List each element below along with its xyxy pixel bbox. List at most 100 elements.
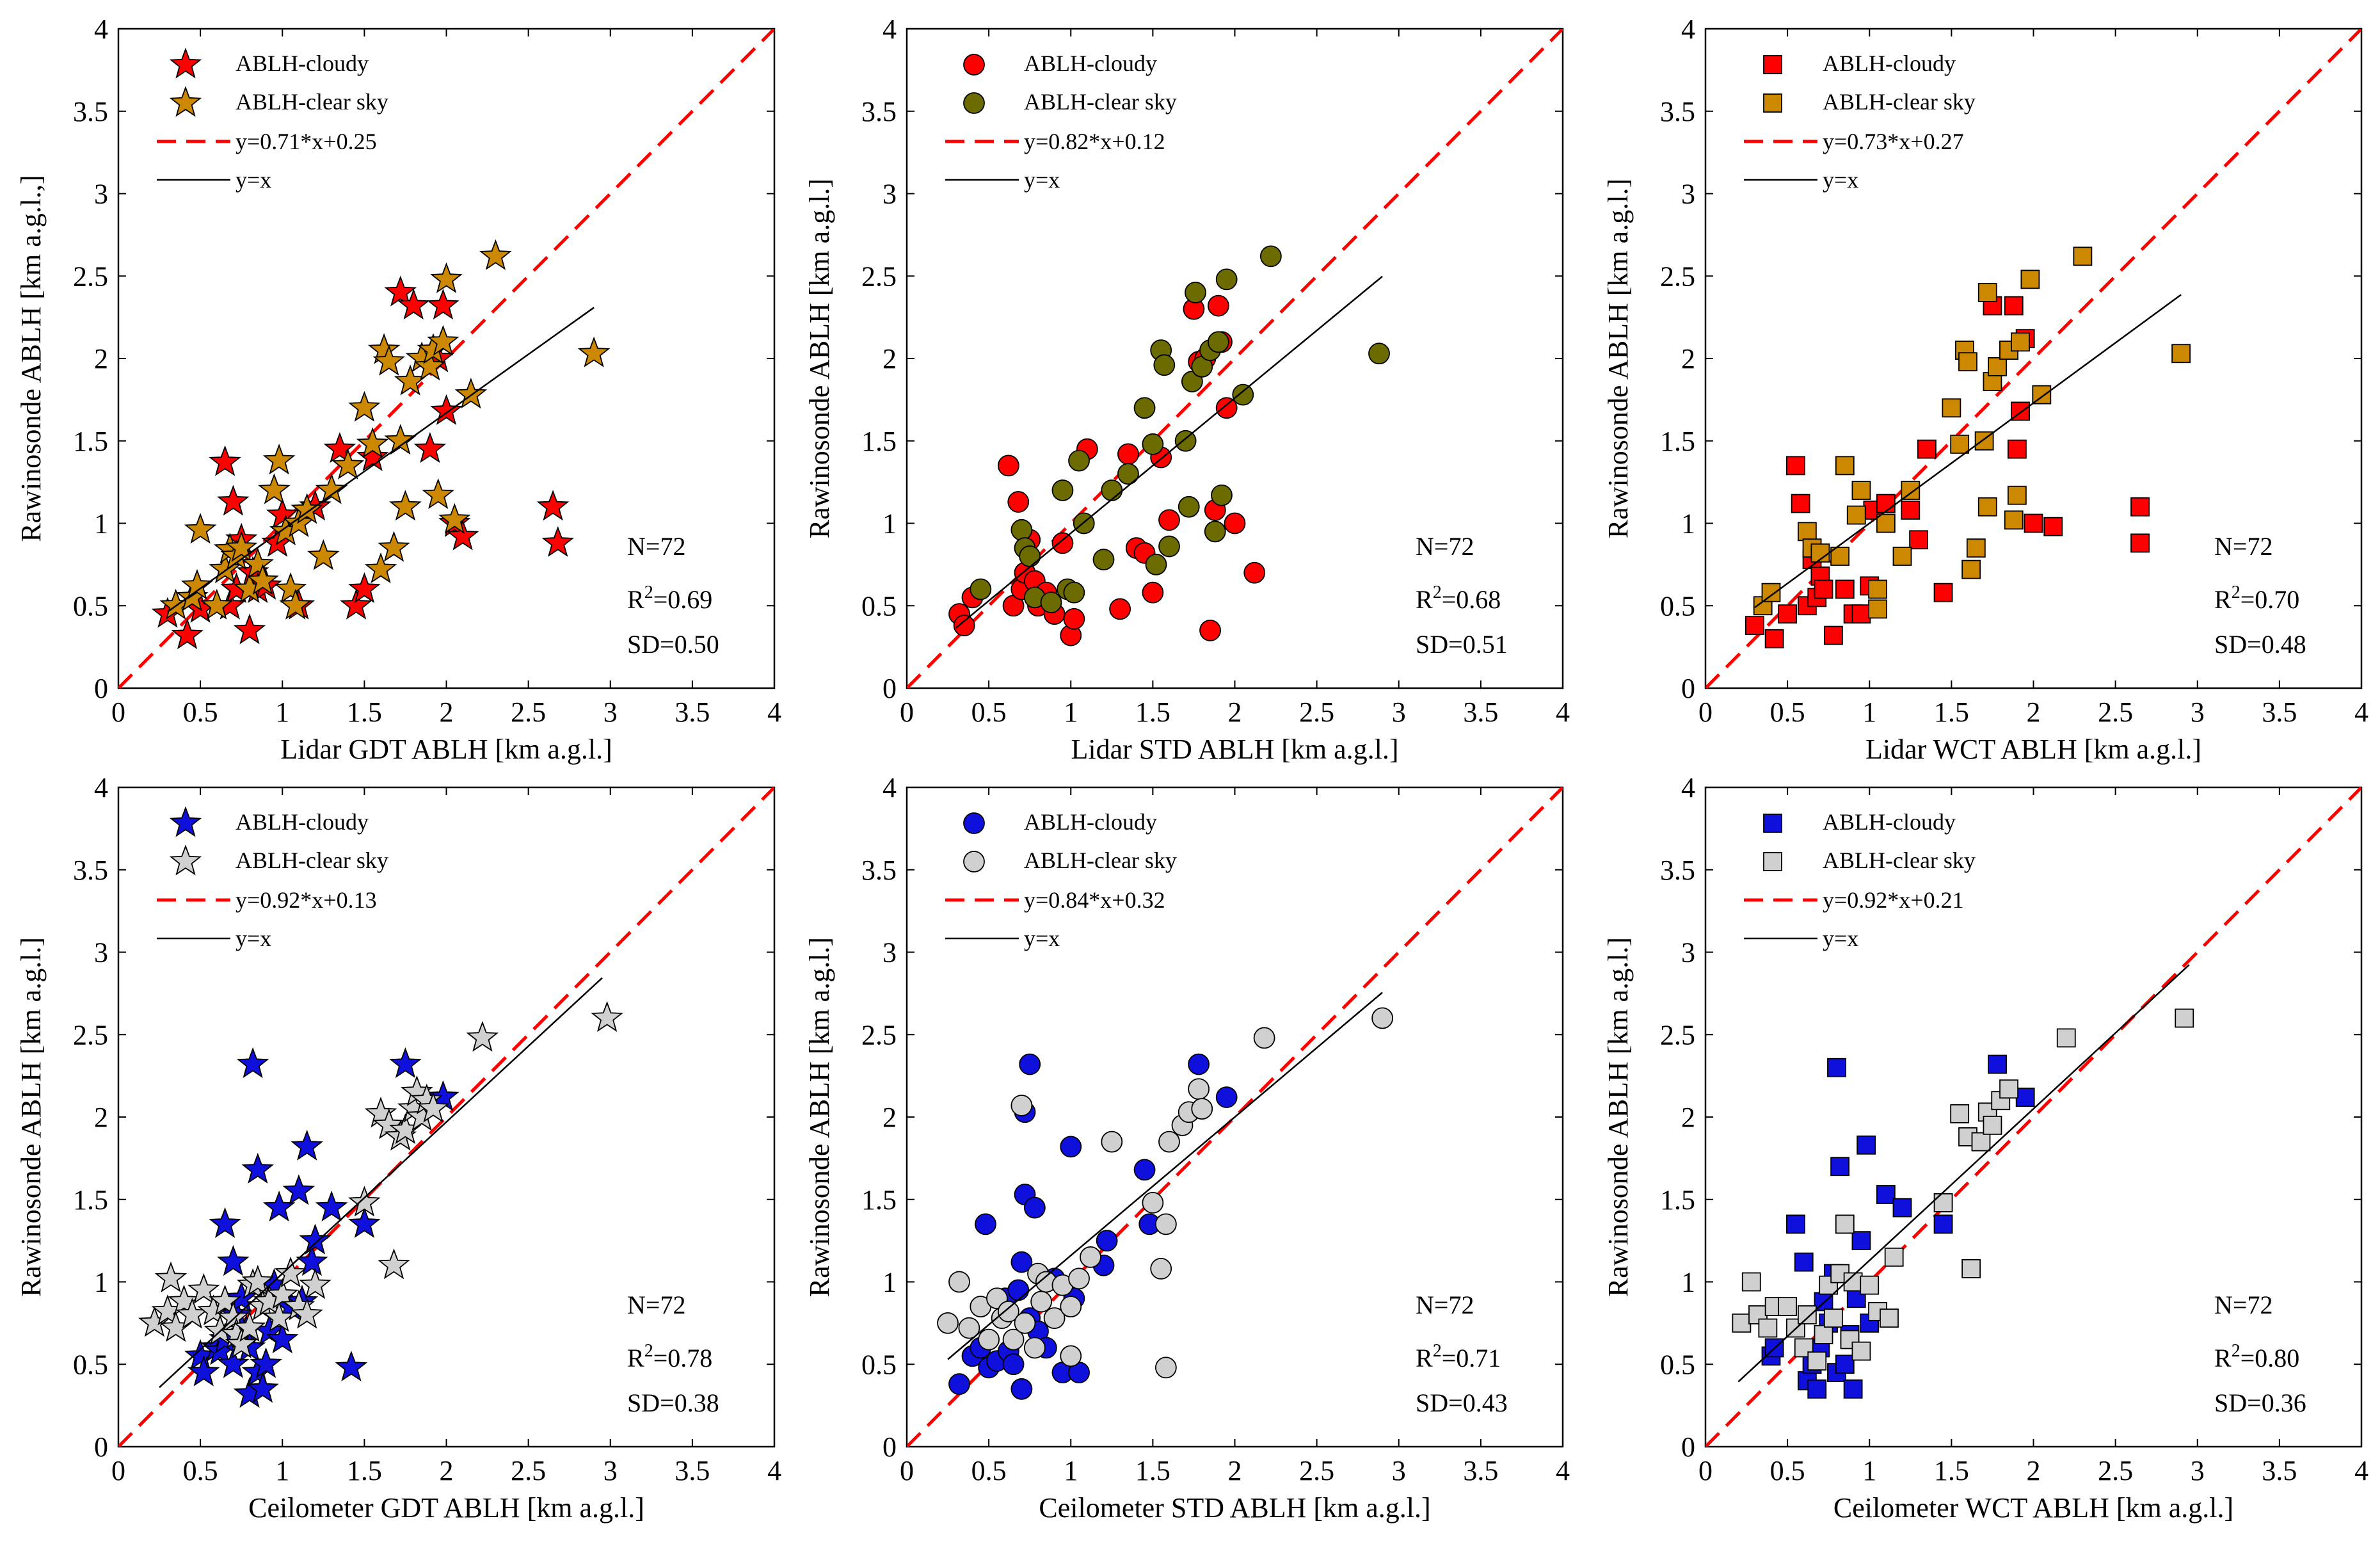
data-point: [356, 427, 389, 458]
stat-sd: SD=0.38: [627, 1388, 719, 1417]
data-point: [1215, 397, 1238, 419]
x-tick-label: 3.5: [1463, 1455, 1498, 1486]
data-point: [1043, 1307, 1066, 1330]
data-point: [266, 1278, 299, 1309]
x-tick-label: 4: [2354, 696, 2368, 728]
legend: ABLH-cloudy ABLH-clear sky y=0.82*x+0.12 y=…: [945, 51, 1177, 193]
data-point: [1199, 619, 1221, 641]
legend-label-identity: y=x: [236, 926, 271, 951]
data-point: [1154, 1356, 1177, 1379]
data-point: [1876, 494, 1896, 513]
data-point: [1950, 435, 1970, 454]
data-point: [1823, 1308, 1843, 1328]
legend-label-identity: y=x: [1823, 167, 1858, 193]
data-point: [1778, 604, 1798, 624]
data-point: [1950, 1104, 1970, 1123]
data-point: [1051, 532, 1074, 554]
x-tick-label: 2.5: [1299, 1455, 1334, 1486]
data-point: [2020, 269, 2040, 289]
data-point: [348, 572, 381, 603]
data-point: [1797, 1305, 1817, 1324]
data-point: [2007, 439, 2027, 459]
data-point: [427, 289, 459, 320]
data-point: [1158, 1130, 1180, 1153]
stat-n: N=72: [2214, 1291, 2272, 1319]
data-point: [1142, 581, 1164, 604]
x-tick-label: 1.5: [1135, 1455, 1170, 1486]
y-axis-label: Rawinosonde ABLH [km a.g.l.]: [1602, 179, 1634, 538]
stat-r2: R2=0.70: [2214, 583, 2299, 614]
x-tick-label: 4: [1556, 696, 1570, 728]
data-point: [1023, 1337, 1046, 1359]
data-point: [1880, 1308, 1899, 1328]
data-point: [1019, 545, 1041, 567]
series-clear-sky: [138, 1001, 623, 1358]
x-tick-label: 4: [1556, 1455, 1570, 1486]
data-point: [948, 1373, 970, 1395]
x-tick-label: 2.5: [511, 696, 546, 728]
data-point: [217, 1347, 250, 1378]
stats: N=72 R2=0.71 SD=0.43: [1416, 1291, 1508, 1417]
data-point: [274, 1257, 307, 1288]
y-axis-label: Rawinosonde ABLH [km a.g.l.,]: [15, 175, 47, 542]
chart-panel-2: 0 0.5 1 1.5 2 2.5 3 3.5 4 0 0.5 1 1.5 2 2.5 3 3.5 4 Lidar …: [804, 13, 1570, 765]
y-tick-label: 0: [94, 673, 108, 704]
y-tick-label: 2: [883, 1102, 897, 1133]
legend-marker-cloudy: [169, 47, 202, 79]
x-tick-label: 0.5: [1770, 1455, 1805, 1486]
stat-r2: R2=0.80: [2214, 1341, 2299, 1372]
stats: N=72 R2=0.69 SD=0.50: [627, 532, 719, 659]
series-clear-sky: [937, 1007, 1394, 1379]
data-point: [1988, 1054, 2008, 1074]
y-tick-label: 1.5: [73, 426, 108, 457]
y-tick-label: 3.5: [73, 96, 108, 127]
legend-label-cloudy: ABLH-cloudy: [1823, 51, 1956, 76]
legend-marker-clear-sky: [1763, 852, 1782, 871]
x-tick-label: 0: [111, 1455, 125, 1486]
legend: ABLH-cloudy ABLH-clear sky y=0.84*x+0.32 y=…: [945, 809, 1177, 951]
y-tick-label: 1.5: [1660, 1184, 1695, 1216]
data-point: [154, 1261, 188, 1292]
x-tick-label: 1: [1064, 1455, 1078, 1486]
y-tick-label: 4: [94, 772, 108, 803]
data-point: [1827, 1057, 1846, 1077]
data-point: [1791, 494, 1810, 513]
legend: ABLH-cloudy ABLH-clear sky y=0.71*x+0.25 y=…: [157, 47, 388, 193]
data-layer: [1705, 29, 2361, 688]
data-point: [1253, 1027, 1275, 1049]
data-point: [335, 1350, 368, 1381]
data-point: [384, 424, 417, 455]
legend-label-clear-sky: ABLH-clear sky: [1823, 89, 1976, 115]
x-tick-label: 1.5: [1934, 696, 1969, 728]
data-point: [1158, 509, 1180, 531]
y-tick-label: 3.5: [861, 96, 897, 127]
legend-label-clear-sky: ABLH-clear sky: [1823, 848, 1976, 873]
legend-label-fit: y=0.92*x+0.21: [1823, 887, 1964, 913]
x-tick-label: 0.5: [183, 696, 218, 728]
legend-label-fit: y=0.73*x+0.27: [1823, 129, 1964, 154]
data-point: [1745, 616, 1764, 636]
x-tick-label: 1: [1862, 1455, 1876, 1486]
stat-n: N=72: [2214, 532, 2272, 561]
data-point: [1807, 1351, 1827, 1371]
data-point: [536, 490, 570, 521]
data-point: [389, 490, 422, 521]
data-point: [1232, 383, 1254, 406]
data-point: [1814, 1324, 1833, 1344]
chart-panel-1: 0 0.5 1 1.5 2 2.5 3 3.5 4 0 0.5 1 1.5 2 2.5 3 3.5 4 Lidar …: [15, 13, 781, 765]
data-point: [209, 552, 241, 584]
data-point: [1933, 583, 1953, 602]
x-tick-label: 1: [1862, 696, 1876, 728]
x-axis-label: Lidar GDT ABLH [km a.g.l.]: [280, 734, 612, 765]
y-tick-label: 0.5: [861, 590, 897, 622]
data-point: [1224, 512, 1246, 535]
data-point: [1133, 397, 1156, 419]
y-tick-label: 2: [1681, 1102, 1695, 1133]
data-point: [1761, 583, 1781, 602]
chart-panel-4: 0 0.5 1 1.5 2 2.5 3 3.5 4 0 0.5 1 1.5 2 2.5 3 3.5 4 Ceilom…: [15, 772, 781, 1524]
x-tick-label: 4: [767, 1455, 781, 1486]
data-point: [378, 1248, 410, 1280]
data-point: [1797, 522, 1817, 542]
x-tick-label: 4: [767, 696, 781, 728]
